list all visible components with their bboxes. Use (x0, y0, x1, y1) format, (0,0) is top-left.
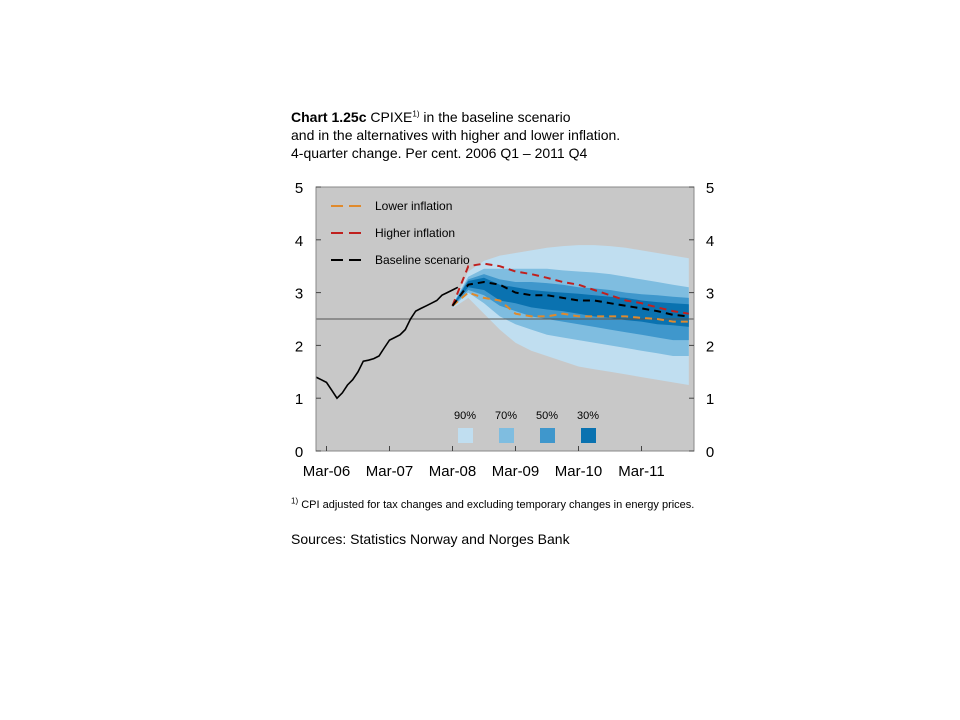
footnote-text: CPI adjusted for tax changes and excludi… (301, 499, 695, 511)
fan-band-30pct (452, 277, 689, 327)
chart-title: Chart 1.25c CPIXE1) in the baseline scen… (291, 108, 711, 162)
x-tick-label: Mar-11 (618, 463, 664, 480)
y-tick-label-left: 4 (295, 233, 303, 250)
y-tick-label-left: 0 (295, 444, 303, 461)
band-legend-swatch-90pct (458, 428, 473, 443)
x-tick-label: Mar-09 (492, 463, 540, 480)
band-legend-swatch-50pct (540, 428, 555, 443)
y-tick-label-right: 0 (706, 444, 714, 461)
footnote: 1) CPI adjusted for tax changes and excl… (291, 496, 711, 513)
y-tick-label-right: 2 (706, 338, 714, 355)
y-tick-label-right: 1 (706, 391, 714, 408)
band-legend-label-90pct: 90% (454, 410, 476, 422)
x-tick-label: Mar-07 (366, 463, 414, 480)
series-history (315, 286, 459, 400)
title-footnote-marker: 1) (412, 109, 420, 119)
plot-frame (315, 186, 695, 452)
series-higher-inflation (451, 262, 689, 315)
footnote-marker: 1) (291, 496, 299, 506)
series-baseline-scenario (451, 280, 689, 318)
y-tick-label-left: 3 (295, 286, 303, 303)
chart-number: Chart 1.25c (291, 109, 367, 125)
x-tick-label: Mar-06 (303, 463, 351, 480)
band-legend-label-70pct: 70% (495, 410, 517, 422)
series-lower-inflation (451, 291, 689, 323)
legend-label-baseline-scenario: Baseline scenario (375, 253, 470, 267)
chart-title-main: CPIXE (370, 109, 413, 125)
band-legend-swatch-30pct (581, 428, 596, 443)
y-tick-label-right: 3 (706, 286, 714, 303)
y-tick-label-left: 5 (295, 180, 303, 197)
band-legend-swatch-70pct (499, 428, 514, 443)
chart-title-line2: and in the alternatives with higher and … (291, 127, 621, 143)
x-tick-label: Mar-10 (555, 463, 603, 480)
sources: Sources: Statistics Norway and Norges Ba… (291, 531, 570, 547)
x-tick-label: Mar-08 (429, 463, 477, 480)
legend-label-higher-inflation: Higher inflation (375, 226, 455, 240)
band-legend-label-30pct: 30% (577, 410, 599, 422)
y-tick-label-right: 4 (706, 233, 714, 250)
y-tick-label-left: 1 (295, 391, 303, 408)
legend-label-lower-inflation: Lower inflation (375, 199, 452, 213)
chart-title-rest: in the baseline scenario (419, 109, 571, 125)
y-tick-label-right: 5 (706, 180, 714, 197)
y-tick-label-left: 2 (295, 338, 303, 355)
band-legend-label-50pct: 50% (536, 410, 558, 422)
chart-subtitle: 4-quarter change. Per cent. 2006 Q1 – 20… (291, 145, 588, 161)
